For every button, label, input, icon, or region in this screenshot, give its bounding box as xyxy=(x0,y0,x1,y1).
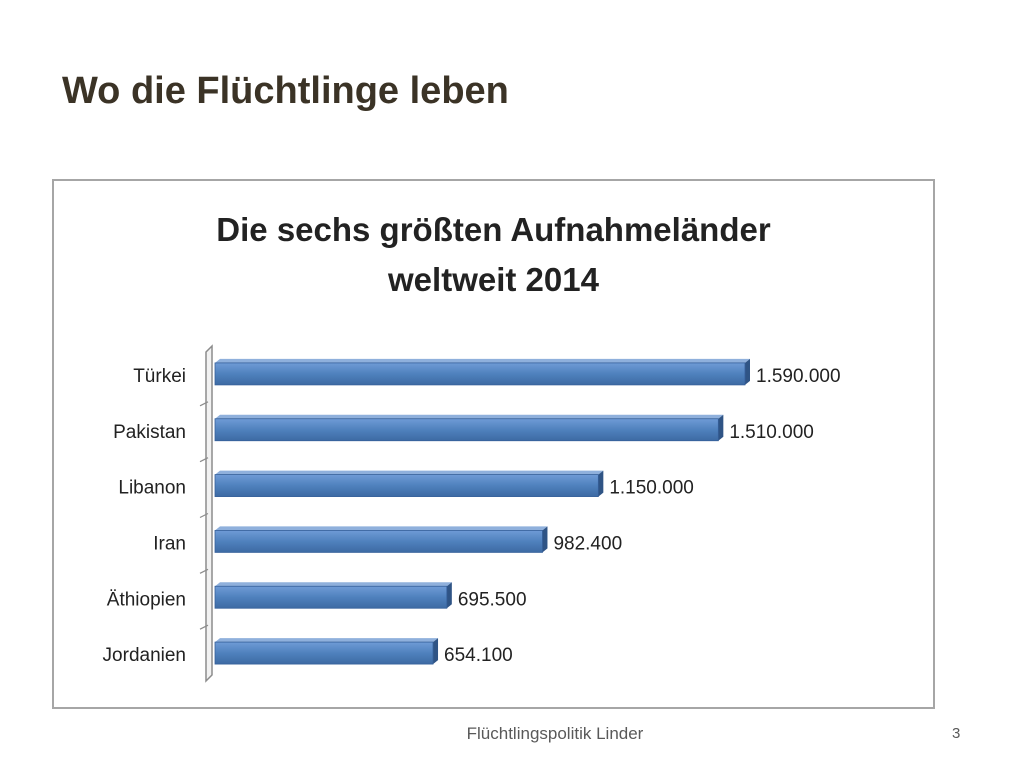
bar-chart: Türkei 1.590.000 Pakistan 1.510.000 Libanon 1… xyxy=(103,344,841,683)
bar-side-1 xyxy=(745,358,750,385)
data-label-2: 1.510.000 xyxy=(729,422,814,443)
bar-top-3 xyxy=(215,470,604,475)
bar-6 xyxy=(214,641,434,665)
category-label-6: Jordanien xyxy=(103,645,186,666)
bar-3 xyxy=(214,474,599,497)
bar-top-5 xyxy=(215,582,452,587)
bar-top-2 xyxy=(215,414,724,419)
data-label-4: 982.400 xyxy=(553,533,622,554)
bar-4 xyxy=(214,530,543,553)
bar-side-2 xyxy=(718,414,724,441)
bar-5 xyxy=(214,585,448,609)
page-number: 3 xyxy=(952,725,961,742)
data-label-3: 1.150.000 xyxy=(609,478,694,499)
category-label-3: Libanon xyxy=(118,478,186,499)
bar-1 xyxy=(214,362,746,386)
chart-frame: Die sechs größten Aufnahmeländer weltwei… xyxy=(52,179,935,709)
chart-title: Die sechs größten Aufnahmeländer weltwei… xyxy=(54,205,933,305)
data-label-6: 654.100 xyxy=(444,645,513,666)
bar-side-3 xyxy=(598,470,604,497)
chart-title-line-1: Die sechs größten Aufnahmeländer xyxy=(216,211,771,248)
bar-side-4 xyxy=(542,526,548,553)
category-label-1: Türkei xyxy=(133,366,186,387)
footer-text: Flüchtlingspolitik Linder xyxy=(466,724,644,743)
bar-side-6 xyxy=(433,638,439,665)
y-axis-wall xyxy=(205,344,213,683)
data-label-5: 695.500 xyxy=(458,589,527,610)
category-label-4: Iran xyxy=(153,533,186,554)
y-axis-tick xyxy=(199,457,209,463)
bar-side-5 xyxy=(446,582,452,609)
bar-top-6 xyxy=(215,638,439,643)
y-axis-tick xyxy=(199,568,209,574)
slide-title: Wo die Flüchtlinge leben xyxy=(62,70,509,112)
data-label-1: 1.590.000 xyxy=(756,366,841,387)
chart-title-line-2: weltweit 2014 xyxy=(388,261,599,298)
bar-top-1 xyxy=(215,358,750,363)
category-label-2: Pakistan xyxy=(113,422,186,443)
y-axis-tick xyxy=(199,401,209,407)
bar-top-4 xyxy=(215,526,548,531)
category-label-5: Äthiopien xyxy=(107,589,186,610)
y-axis-tick xyxy=(199,624,209,630)
bar-2 xyxy=(214,418,719,442)
y-axis-tick xyxy=(199,512,209,519)
